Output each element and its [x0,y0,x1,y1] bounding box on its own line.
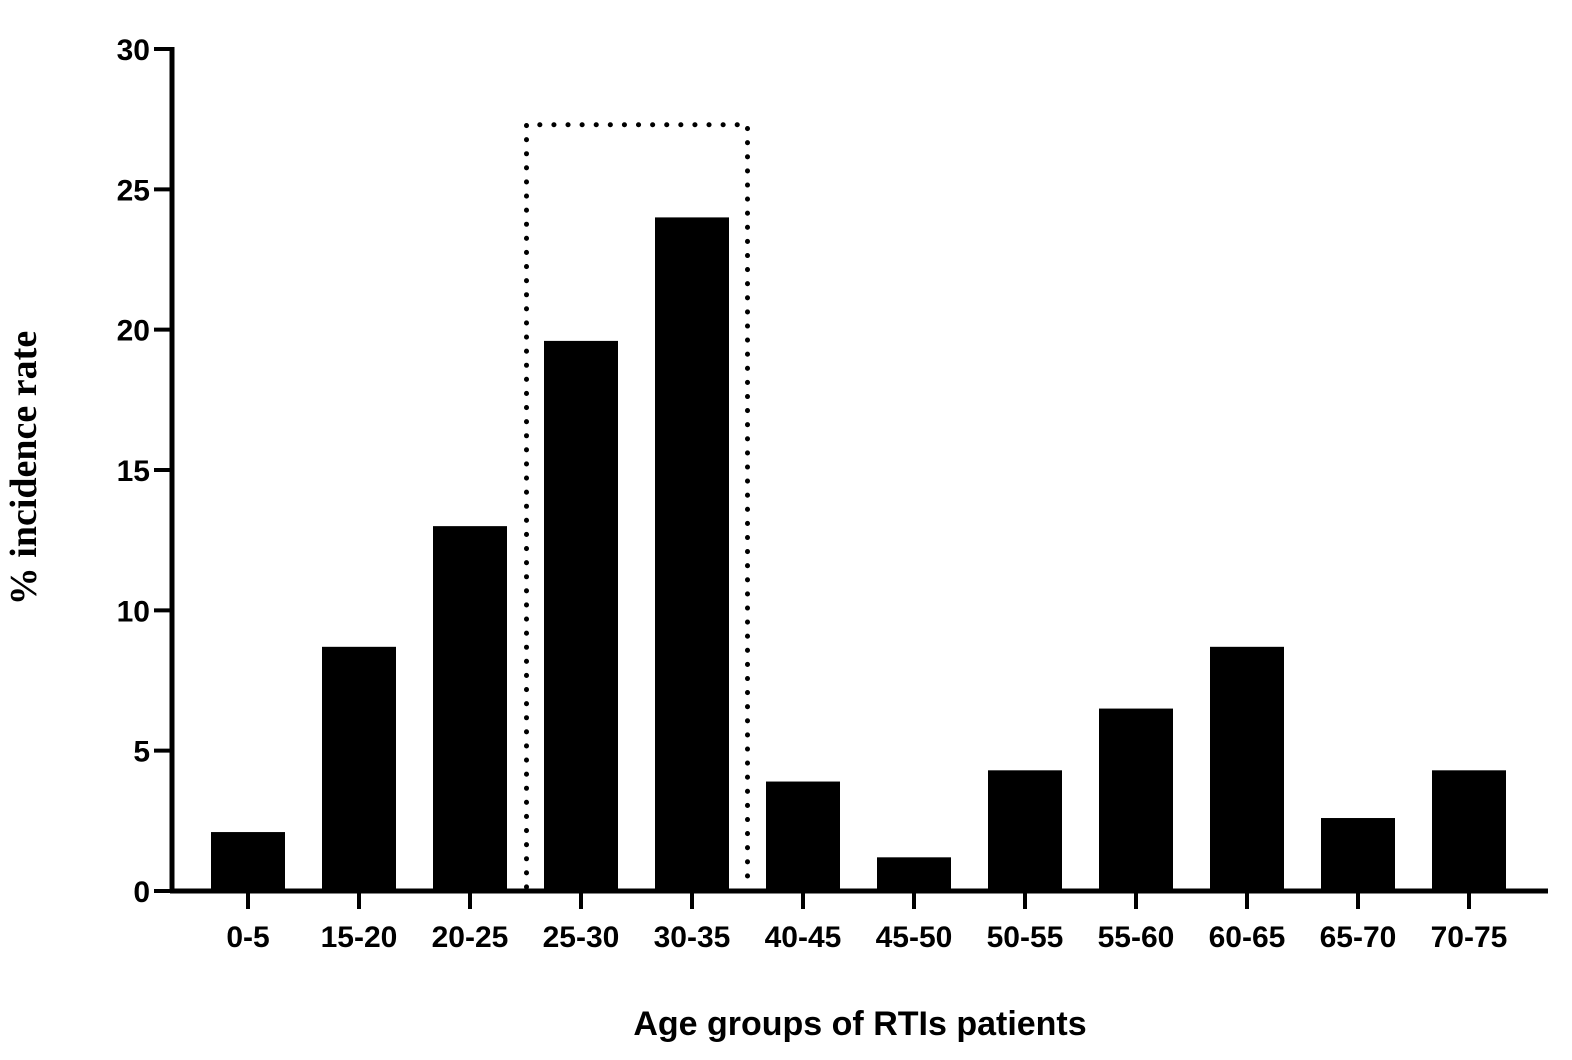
x-tick-label-15-20: 15-20 [321,921,398,954]
x-tick-label-65-70: 65-70 [1320,921,1397,954]
y-tick-label-30: 30 [117,34,150,67]
bar-40-45 [766,781,840,891]
y-tick-label-20: 20 [117,315,150,348]
bar-0-5 [211,832,285,891]
x-tick-label-55-60: 55-60 [1098,921,1175,954]
x-tick-label-0-5: 0-5 [226,921,269,954]
highlight-box [524,122,750,890]
x-tick-label-70-75: 70-75 [1431,921,1508,954]
bar-20-25 [433,526,507,891]
y-tick-label-25: 25 [117,174,150,207]
y-tick-label-15: 15 [117,455,150,488]
bar-25-30 [544,340,618,892]
x-tick-label-40-45: 40-45 [765,921,842,954]
bar-65-70 [1321,818,1395,891]
x-tick-label-20-25: 20-25 [432,921,509,954]
bar-15-20 [322,646,396,891]
bar-60-65 [1210,646,1284,891]
bar-50-55 [988,770,1062,891]
bar-70-75 [1432,770,1506,891]
x-tick-label-50-55: 50-55 [987,921,1064,954]
y-axis-title: % incidence rate [3,331,45,605]
x-tick-label-45-50: 45-50 [876,921,953,954]
bar-30-35 [655,217,729,891]
x-tick-label-30-35: 30-35 [654,921,731,954]
x-tick-label-25-30: 25-30 [543,921,620,954]
y-tick-label-10: 10 [117,595,150,628]
y-tick-label-5: 5 [133,736,150,769]
x-tick-label-60-65: 60-65 [1209,921,1286,954]
bar-45-50 [877,857,951,891]
x-axis-title: Age groups of RTIs patients [633,1005,1086,1043]
y-tick-label-0: 0 [133,876,150,909]
bar-55-60 [1099,708,1173,891]
